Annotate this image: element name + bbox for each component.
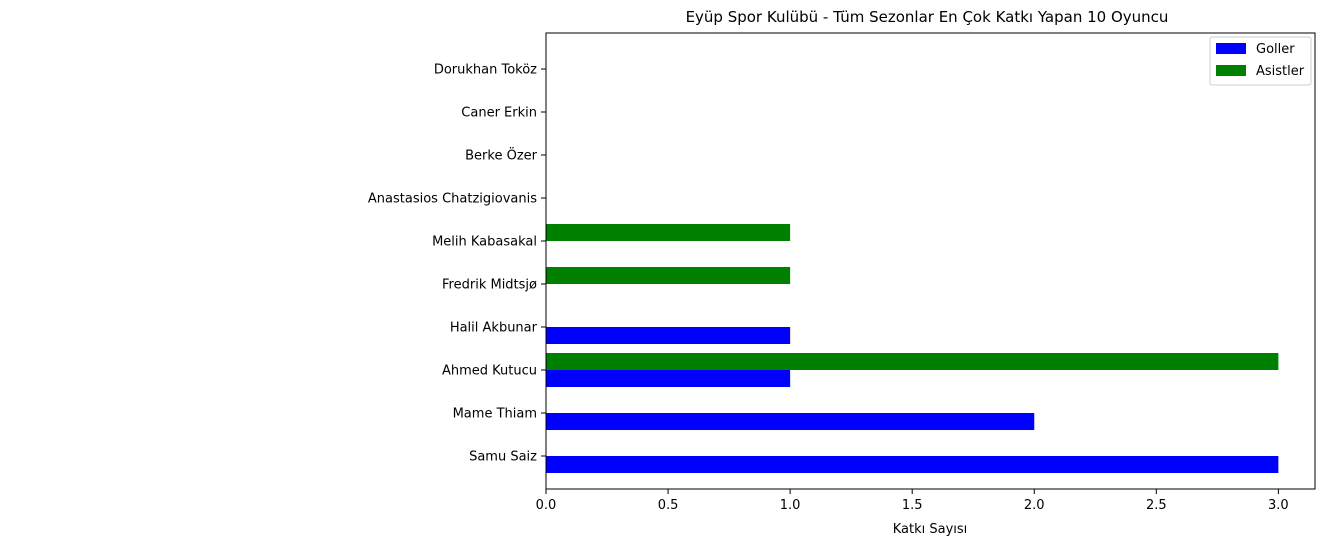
y-tick-label: Fredrik Midtsjø bbox=[442, 278, 537, 293]
bar-asistler-4 bbox=[546, 267, 791, 284]
bar-goller-2 bbox=[546, 370, 791, 387]
y-tick-label: Caner Erkin bbox=[461, 106, 537, 121]
y-tick-label: Berke Özer bbox=[465, 147, 538, 164]
bar-asistler-5 bbox=[546, 224, 791, 241]
x-tick-label: 0.5 bbox=[658, 498, 679, 513]
x-tick-label: 3.0 bbox=[1268, 498, 1289, 513]
y-tick-label: Halil Akbunar bbox=[450, 321, 538, 336]
y-tick-label: Anastasios Chatzigiovanis bbox=[368, 192, 537, 207]
y-axis: Samu Saiz Mame Thiam Ahmed Kutucu Halil Akb… bbox=[368, 63, 546, 465]
y-tick-label: Melih Kabasakal bbox=[432, 235, 537, 250]
bar-goller-1 bbox=[546, 413, 1035, 430]
legend-label-asistler: Asistler bbox=[1256, 64, 1305, 79]
y-tick-label: Mame Thiam bbox=[453, 407, 537, 422]
legend-label-goller: Goller bbox=[1256, 42, 1295, 57]
x-tick-label: 2.0 bbox=[1024, 498, 1045, 513]
x-tick-label: 1.0 bbox=[780, 498, 801, 513]
x-tick-label: 2.5 bbox=[1146, 498, 1167, 513]
chart-title: Eyüp Spor Kulübü - Tüm Sezonlar En Çok K… bbox=[686, 8, 1169, 26]
bar-asistler-2 bbox=[546, 353, 1279, 370]
x-tick-label: 1.5 bbox=[902, 498, 923, 513]
x-axis: 0.0 0.5 1.0 1.5 2.0 2.5 3.0 bbox=[536, 489, 1289, 513]
legend-swatch-asistler bbox=[1216, 65, 1246, 76]
legend-swatch-goller bbox=[1216, 43, 1246, 54]
plot-frame bbox=[545, 32, 1316, 490]
bar-goller-0 bbox=[546, 456, 1279, 473]
legend: Goller Asistler bbox=[1209, 36, 1312, 86]
y-tick-label: Samu Saiz bbox=[469, 450, 537, 465]
x-tick-label: 0.0 bbox=[536, 498, 557, 513]
bars-group bbox=[546, 224, 1279, 473]
bar-goller-3 bbox=[546, 327, 791, 344]
y-tick-label: Dorukhan Toköz bbox=[434, 63, 537, 78]
y-tick-label: Ahmed Kutucu bbox=[442, 364, 537, 379]
x-axis-label: Katkı Sayısı bbox=[893, 522, 968, 537]
